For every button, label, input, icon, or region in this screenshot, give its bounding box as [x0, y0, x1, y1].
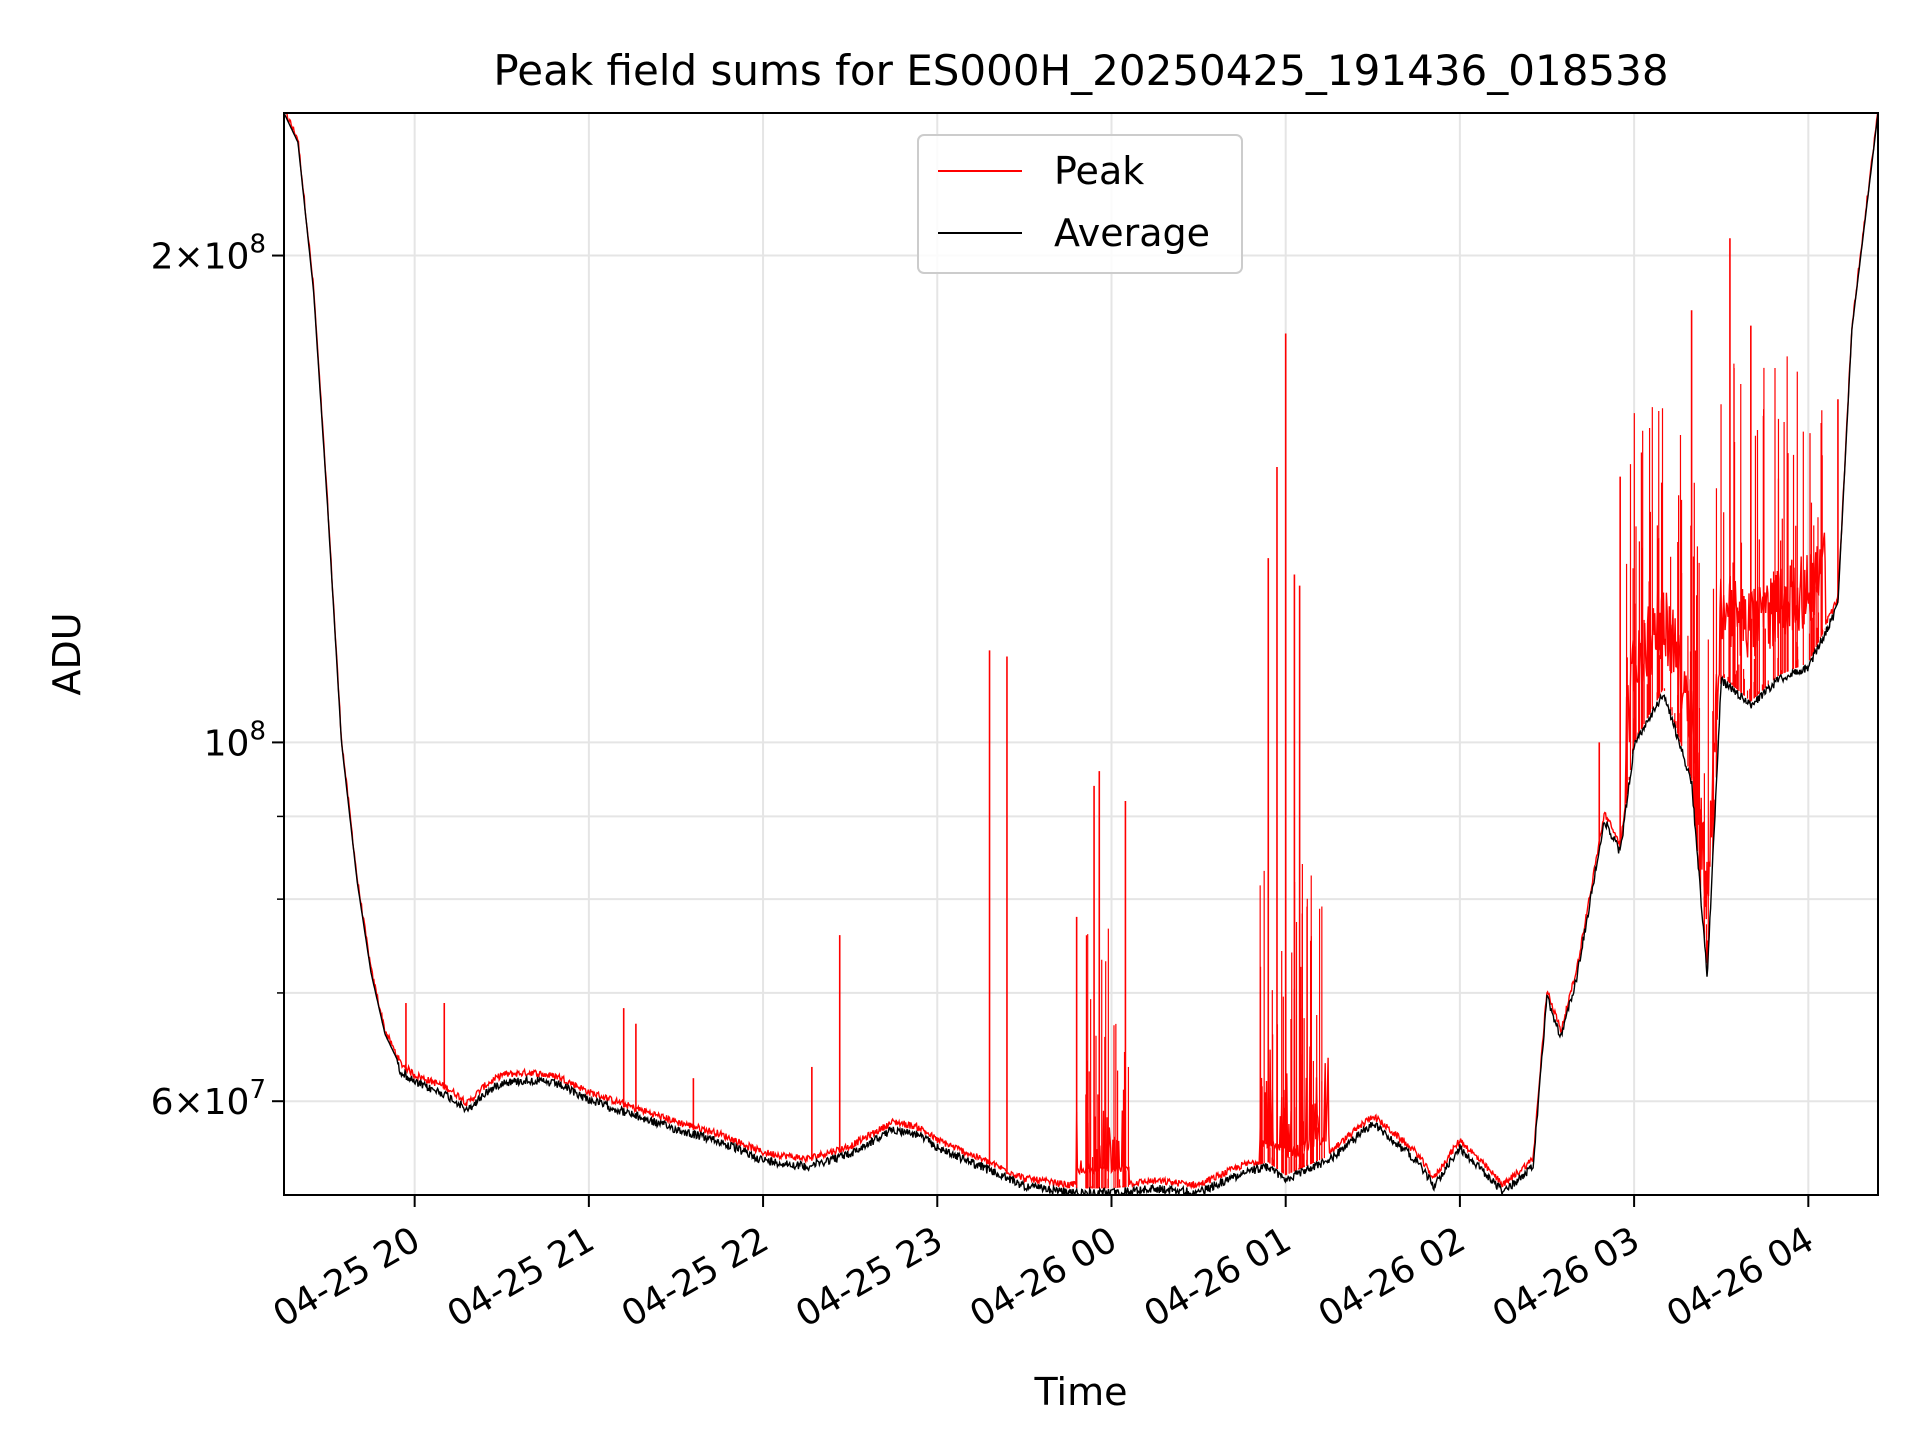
chart-title: Peak field sums for ES000H_20250425_1914…	[493, 46, 1668, 95]
series-line-peak	[286, 113, 1878, 1190]
y-axis-label: ADU	[45, 612, 89, 695]
legend: Peak Average	[917, 134, 1243, 274]
x-axis-label: Time	[1034, 1370, 1128, 1414]
y-axis-ticks: 6×107 108 2×108	[151, 230, 284, 1123]
legend-label-peak: Peak	[1054, 149, 1144, 193]
plot-frame	[283, 112, 1879, 1196]
series-line-average	[284, 113, 1878, 1195]
y-tick-label: 108	[204, 716, 266, 764]
grid	[284, 113, 1878, 1195]
y-tick-label: 2×108	[151, 230, 266, 278]
series-layer	[284, 113, 1878, 1195]
legend-label-average: Average	[1054, 211, 1210, 255]
y-tick-label: 6×107	[151, 1075, 266, 1123]
legend-box	[917, 134, 1243, 274]
